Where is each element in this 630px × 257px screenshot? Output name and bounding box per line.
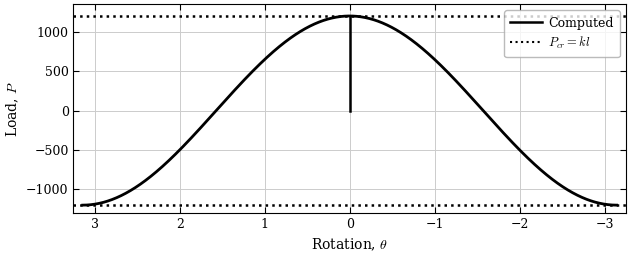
X-axis label: Rotation, $\theta$: Rotation, $\theta$ — [311, 236, 388, 253]
Y-axis label: Load, $P$: Load, $P$ — [4, 80, 21, 137]
Legend: Computed, $P_{cr} = kl$: Computed, $P_{cr} = kl$ — [504, 11, 619, 57]
